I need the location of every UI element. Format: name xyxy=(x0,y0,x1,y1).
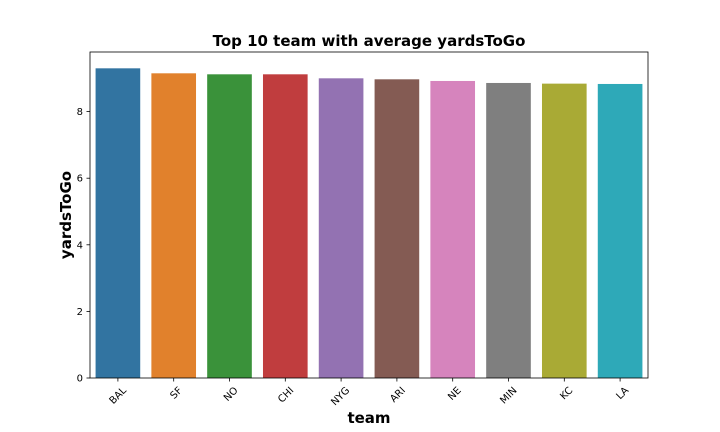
y-tick-label: 4 xyxy=(77,240,83,251)
bar-no xyxy=(207,74,252,378)
x-tick-label: LA xyxy=(614,385,631,402)
bar-nyg xyxy=(318,78,364,378)
chart-title: Top 10 team with average yardsToGo xyxy=(213,32,526,50)
bar-la xyxy=(597,83,643,378)
x-axis: BAL SF NO CHI NYG ARI NE MIN KC LA xyxy=(108,378,631,408)
bars-layer xyxy=(95,68,643,378)
x-tick-label: MIN xyxy=(498,385,519,406)
y-tick-label: 0 xyxy=(77,374,83,385)
x-tick-label: BAL xyxy=(108,385,130,407)
bar-ari xyxy=(374,79,420,378)
x-tick-label: SF xyxy=(168,385,185,402)
y-axis-label: yardsToGo xyxy=(57,171,75,259)
x-tick-label: NYG xyxy=(329,385,352,408)
x-tick-label: CHI xyxy=(276,385,296,405)
x-tick-label: KC xyxy=(558,385,575,402)
bar-kc xyxy=(541,83,587,378)
plot-frame xyxy=(89,51,649,379)
bar-sf xyxy=(151,73,197,378)
x-axis-label: team xyxy=(347,409,390,427)
y-tick-label: 6 xyxy=(77,174,83,185)
y-tick-label: 8 xyxy=(77,107,83,118)
y-tick-label: 2 xyxy=(77,307,83,318)
bar-min xyxy=(486,82,531,378)
x-tick-label: NO xyxy=(222,385,241,404)
x-tick-label: NE xyxy=(446,385,464,403)
bar-chi xyxy=(262,74,308,378)
bar-ne xyxy=(430,80,476,378)
y-axis: 0 2 4 6 8 xyxy=(77,107,90,385)
bar-bal xyxy=(95,68,141,378)
x-tick-label: ARI xyxy=(388,385,408,405)
